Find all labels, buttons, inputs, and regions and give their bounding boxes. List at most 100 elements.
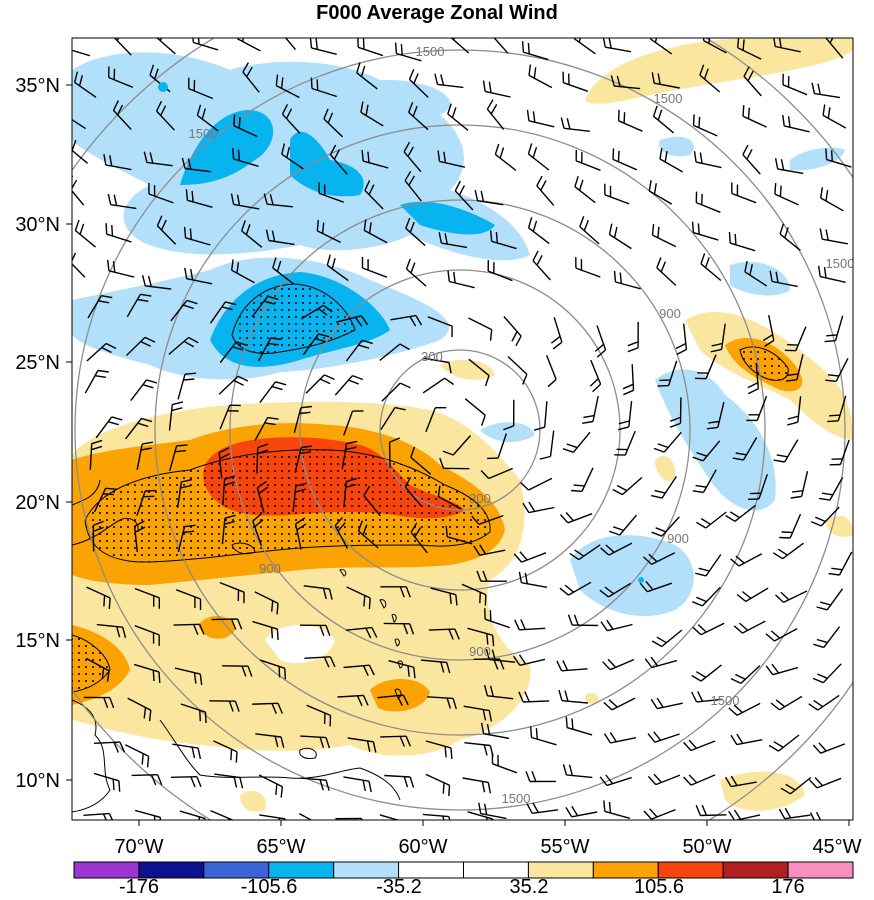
wind-barb-flag bbox=[488, 81, 492, 93]
wind-barb bbox=[778, 807, 811, 820]
stippled-area bbox=[85, 449, 491, 563]
wind-barb-flag bbox=[825, 189, 829, 202]
height-contour-label: 300 bbox=[421, 349, 443, 364]
wind-barb-flag bbox=[152, 670, 155, 682]
wind-barb-flag bbox=[814, 777, 824, 787]
map-frame bbox=[71, 37, 854, 821]
wind-barb bbox=[363, 485, 381, 517]
wind-barb-flag bbox=[526, 109, 530, 121]
wind-barb-flag bbox=[144, 336, 156, 343]
wind-barb-flag bbox=[150, 774, 157, 786]
wind-barb-flag bbox=[670, 416, 681, 422]
island bbox=[231, 542, 256, 555]
wind-barb-staff bbox=[756, 395, 768, 421]
wind-barb-flag bbox=[775, 271, 779, 283]
wind-barb-flag bbox=[821, 492, 834, 496]
wind-barb-flag bbox=[562, 448, 574, 453]
wind-barbs bbox=[72, 38, 853, 820]
wind-barb-staff bbox=[124, 417, 142, 440]
wind-barb-flag bbox=[394, 42, 398, 54]
wind-barb-staff bbox=[651, 552, 676, 566]
wind-barb-flag bbox=[735, 452, 747, 456]
wind-barb-staff bbox=[604, 194, 630, 205]
wind-barb-flag bbox=[616, 484, 628, 492]
wind-barb bbox=[747, 362, 759, 395]
wind-barb-staff bbox=[172, 743, 199, 749]
wind-barb-staff bbox=[93, 488, 107, 513]
wind-barb bbox=[107, 193, 137, 210]
wind-barb bbox=[196, 104, 219, 132]
wind-barb-staff bbox=[251, 702, 279, 705]
wind-barb bbox=[471, 514, 504, 525]
wind-barb bbox=[258, 774, 283, 798]
wind-barb-staff bbox=[335, 315, 362, 323]
wind-barb-flag bbox=[491, 818, 494, 820]
wind-barb-flag bbox=[566, 443, 578, 449]
wind-barb bbox=[180, 703, 207, 724]
wind-barb-staff bbox=[820, 197, 844, 212]
wind-barb-staff bbox=[661, 516, 680, 537]
wind-barb bbox=[473, 544, 506, 556]
wind-barb-flag bbox=[817, 83, 821, 95]
wind-barb-staff bbox=[659, 158, 683, 173]
wind-barb-flag bbox=[192, 38, 194, 43]
wind-barb bbox=[558, 689, 588, 704]
wind-barb-flag bbox=[697, 691, 704, 702]
wind-barb bbox=[184, 267, 213, 285]
wind-barb-flag bbox=[224, 481, 235, 486]
wind-barb-staff bbox=[218, 375, 239, 395]
wind-barb bbox=[614, 430, 636, 456]
wind-barb-staff bbox=[380, 407, 396, 430]
wind-barb-staff bbox=[483, 733, 510, 740]
wind-barb-flag bbox=[780, 591, 790, 601]
wind-barb-flag bbox=[103, 595, 106, 607]
wind-barb-flag bbox=[176, 444, 188, 447]
wind-barb bbox=[231, 259, 255, 284]
wind-barb-flag bbox=[660, 261, 667, 273]
wind-barb-flag bbox=[400, 382, 411, 389]
wind-barb-staff bbox=[423, 357, 450, 364]
island bbox=[299, 747, 317, 759]
wind-barb bbox=[775, 590, 808, 604]
wind-barb-flag bbox=[564, 584, 575, 593]
wind-barb-flag bbox=[93, 520, 104, 527]
wind-barb-flag bbox=[265, 229, 270, 241]
wind-barb bbox=[256, 480, 269, 514]
wind-barb-flag bbox=[356, 695, 363, 707]
wind-barb-flag bbox=[491, 635, 495, 647]
wind-barb-staff bbox=[647, 582, 673, 593]
wind-barb-flag bbox=[609, 732, 617, 743]
wind-barb bbox=[785, 354, 804, 382]
wind-barb-staff bbox=[186, 278, 213, 285]
wind-barb-flag bbox=[486, 99, 494, 110]
wind-barb bbox=[177, 372, 197, 400]
wind-barb-flag bbox=[769, 270, 773, 282]
wind-barb-flag bbox=[450, 747, 453, 759]
wind-barb-flag bbox=[448, 785, 451, 797]
wind-barb-staff bbox=[438, 495, 462, 510]
wind-barb-flag bbox=[651, 494, 663, 499]
wind-barb-flag bbox=[458, 185, 466, 196]
wind-barb-flag bbox=[442, 450, 454, 456]
wind-barb-staff bbox=[259, 381, 277, 404]
wind-barb bbox=[133, 520, 146, 553]
wind-barb-flag bbox=[112, 779, 115, 791]
wind-barb-flag bbox=[603, 800, 606, 812]
wind-barb-flag bbox=[532, 220, 538, 232]
wind-barb bbox=[769, 270, 798, 288]
wind-barb-staff bbox=[306, 704, 331, 717]
wind-barb bbox=[820, 187, 844, 212]
wind-barb bbox=[550, 317, 563, 350]
wind-barb bbox=[528, 64, 553, 89]
wind-barb-staff bbox=[720, 323, 726, 350]
wind-barb-flag bbox=[363, 485, 371, 497]
wind-barb bbox=[316, 219, 341, 244]
wind-barb-staff bbox=[384, 774, 411, 778]
wind-barb bbox=[706, 401, 725, 430]
wind-barb bbox=[467, 811, 494, 820]
wind-barb-flag bbox=[747, 107, 750, 119]
wind-barb bbox=[72, 139, 89, 164]
wind-barb bbox=[560, 117, 590, 132]
significance-contour bbox=[739, 346, 789, 381]
